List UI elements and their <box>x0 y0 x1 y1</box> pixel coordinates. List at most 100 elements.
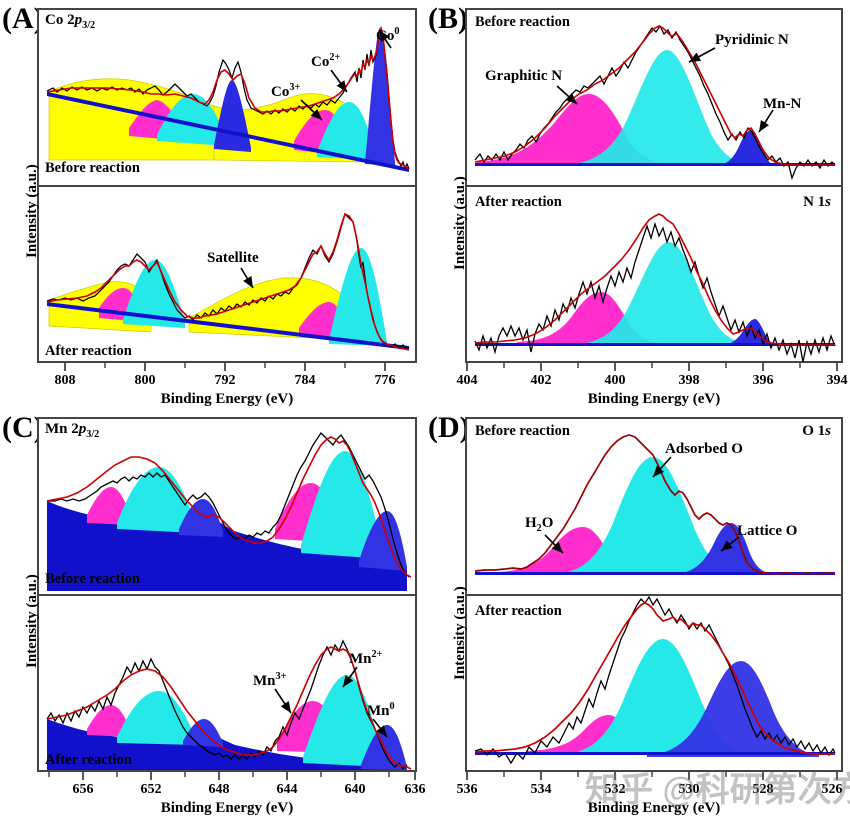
panel-b-corner-element: N 1 <box>803 194 826 210</box>
panel-a-spectra <box>46 25 410 351</box>
panel-a-xaxis-ticks <box>64 363 386 371</box>
panel-b-corner-orbital: s <box>825 194 831 210</box>
panel-c-top-state: Before reaction <box>45 571 140 587</box>
panel-d-xaxis-title: Binding Energy (eV) <box>587 800 721 816</box>
panel-b-tick-1: 402 <box>530 373 552 388</box>
panel-d-tick-3: 530 <box>678 782 700 797</box>
panel-c-tick-0: 656 <box>72 782 94 797</box>
panel-b-corner-label: N 1s <box>803 194 831 211</box>
panel-d-xaxis-ticks <box>466 772 838 780</box>
panel-c-label-mn0: Mn0 <box>367 701 395 720</box>
panel-d-top-state: Before reaction <box>475 423 570 439</box>
panel-c-letter: (C) <box>2 411 44 444</box>
panel-b-tick-5: 394 <box>826 373 848 388</box>
panel-a-co0-text: Co <box>376 28 395 44</box>
panel-c-plot-frame: Mn 2p3/2 Before reaction After reaction … <box>37 417 417 772</box>
panel-c-xaxis-title: Binding Energy (eV) <box>160 800 294 816</box>
panel-a-co3-text: Co <box>271 84 290 100</box>
panel-a-co2-text: Co <box>311 54 330 70</box>
panel-c-yaxis-title: Intensity (a.u.) <box>24 574 40 668</box>
panel-d-h2o-end: O <box>541 515 554 531</box>
panel-c-subplot-divider <box>39 594 415 596</box>
panel-c-corner-orbital: p <box>78 421 87 437</box>
panel-a-tick-4: 776 <box>374 373 396 388</box>
panel-c-bottom-curves <box>46 639 412 771</box>
panel-a-co0-sup: 0 <box>394 26 400 37</box>
panel-b-letter: (B) <box>428 2 468 35</box>
panel-b-label-mn-n: Mn-N <box>763 96 802 112</box>
panel-c-tick-2: 648 <box>208 782 230 797</box>
panel-b-label-pyridinic-n: Pyridinic N <box>715 32 789 48</box>
panel-b-top-curves <box>474 24 836 181</box>
panel-a-yaxis-title: Intensity (a.u.) <box>24 164 40 258</box>
panel-d-label-h2o: H2O <box>525 515 553 534</box>
panel-b-bottom-state: After reaction <box>475 194 562 210</box>
panel-d-label-lattice-o: Lattice O <box>737 523 798 539</box>
panel-a-label-co2: Co2+ <box>311 52 340 71</box>
watermark: 知乎 @科研第次方 <box>585 771 850 809</box>
panel-d-subplot-divider <box>467 594 841 596</box>
panel-d-corner-orbital: s <box>825 423 831 439</box>
panel-a-letter: (A) <box>2 2 44 35</box>
panel-c-bottom-state: After reaction <box>45 752 132 768</box>
panel-a-tick-2: 792 <box>214 373 236 388</box>
panel-c-corner-element: Mn 2 <box>45 421 79 437</box>
panel-a-plot-frame: Co 2p3/2 Before reaction After reaction … <box>37 8 417 363</box>
panel-d-label-adsorbed-o: Adsorbed O <box>665 441 743 457</box>
panel-d-corner-label: O 1s <box>802 423 831 440</box>
panel-d-h2o-sub: 2 <box>536 523 542 534</box>
panel-a-tick-3: 784 <box>294 373 316 388</box>
panel-c-xaxis-ticks <box>48 772 416 780</box>
panel-c-label-mn2: Mn2+ <box>349 649 382 668</box>
panel-a-tick-1: 800 <box>134 373 156 388</box>
panel-a-corner-element: Co 2 <box>45 12 75 28</box>
panel-b-top-state: Before reaction <box>475 14 570 30</box>
panel-b-bottom-curves <box>474 213 836 363</box>
panel-b-xaxis-ticks <box>466 363 838 371</box>
panel-d-tick-2: 532 <box>604 782 626 797</box>
panel-b-tick-3: 398 <box>678 373 700 388</box>
panel-b-yaxis-title: Intensity (a.u.) <box>452 176 468 270</box>
panel-a-co2-sup: 2+ <box>329 52 341 63</box>
panel-d-tick-4: 528 <box>752 782 774 797</box>
panel-c-top-curves <box>46 431 412 591</box>
panel-a-bottom-state: After reaction <box>45 343 132 359</box>
panel-c-tick-3: 644 <box>276 782 298 797</box>
panel-d-letter: (D) <box>428 411 470 444</box>
panel-b-label-graphitic-n: Graphitic N <box>485 68 563 84</box>
panel-a-top-curves <box>46 25 410 172</box>
panel-a-tick-0: 808 <box>54 373 76 388</box>
panel-b-plot-frame: Before reaction After reaction N 1s Grap… <box>465 8 843 363</box>
panel-c-mn3-sup: 3+ <box>275 671 287 682</box>
panel-c-corner-label: Mn 2p3/2 <box>45 421 99 440</box>
panel-c-mn3-text: Mn <box>253 673 276 689</box>
panel-d-yaxis-title: Intensity (a.u.) <box>452 586 468 680</box>
panel-a-label-co0: Co0 <box>376 26 399 45</box>
panel-c-mn2-sup: 2+ <box>371 649 383 660</box>
panel-d-tick-5: 526 <box>821 782 843 797</box>
panel-a-label-satellite: Satellite <box>207 250 259 266</box>
panel-d-spectra <box>474 434 836 765</box>
panel-c-corner-sub: 3/2 <box>86 429 100 440</box>
panel-b-tick-4: 396 <box>752 373 774 388</box>
panel-a-corner-orbital: p <box>74 12 83 28</box>
panel-a-corner-label: Co 2p3/2 <box>45 12 95 31</box>
panel-d-plot-frame: Before reaction After reaction O 1s H2 O … <box>465 417 843 772</box>
panel-c-tick-5: 636 <box>404 782 426 797</box>
panel-d-bottom-state: After reaction <box>475 603 562 619</box>
panel-b-subplot-divider <box>467 185 841 187</box>
panel-d-tick-1: 534 <box>530 782 552 797</box>
panel-d-tick-0: 536 <box>456 782 478 797</box>
panel-b-tick-2: 400 <box>604 373 626 388</box>
panel-a-subplot-divider <box>39 185 415 187</box>
panel-d-h2o-text: H <box>525 515 537 531</box>
panel-b-spectra <box>474 24 836 363</box>
panel-d-bottom-curves <box>474 595 836 765</box>
panel-d-top-curves <box>474 434 836 575</box>
panel-d-corner-element: O 1 <box>802 423 826 439</box>
panel-a-label-co3: Co3+ <box>271 82 300 101</box>
panel-a-bottom-curves <box>46 212 410 351</box>
panel-a-xaxis-title: Binding Energy (eV) <box>160 391 294 407</box>
panel-c-mn0-text: Mn <box>367 703 390 719</box>
panel-c-tick-4: 640 <box>344 782 366 797</box>
